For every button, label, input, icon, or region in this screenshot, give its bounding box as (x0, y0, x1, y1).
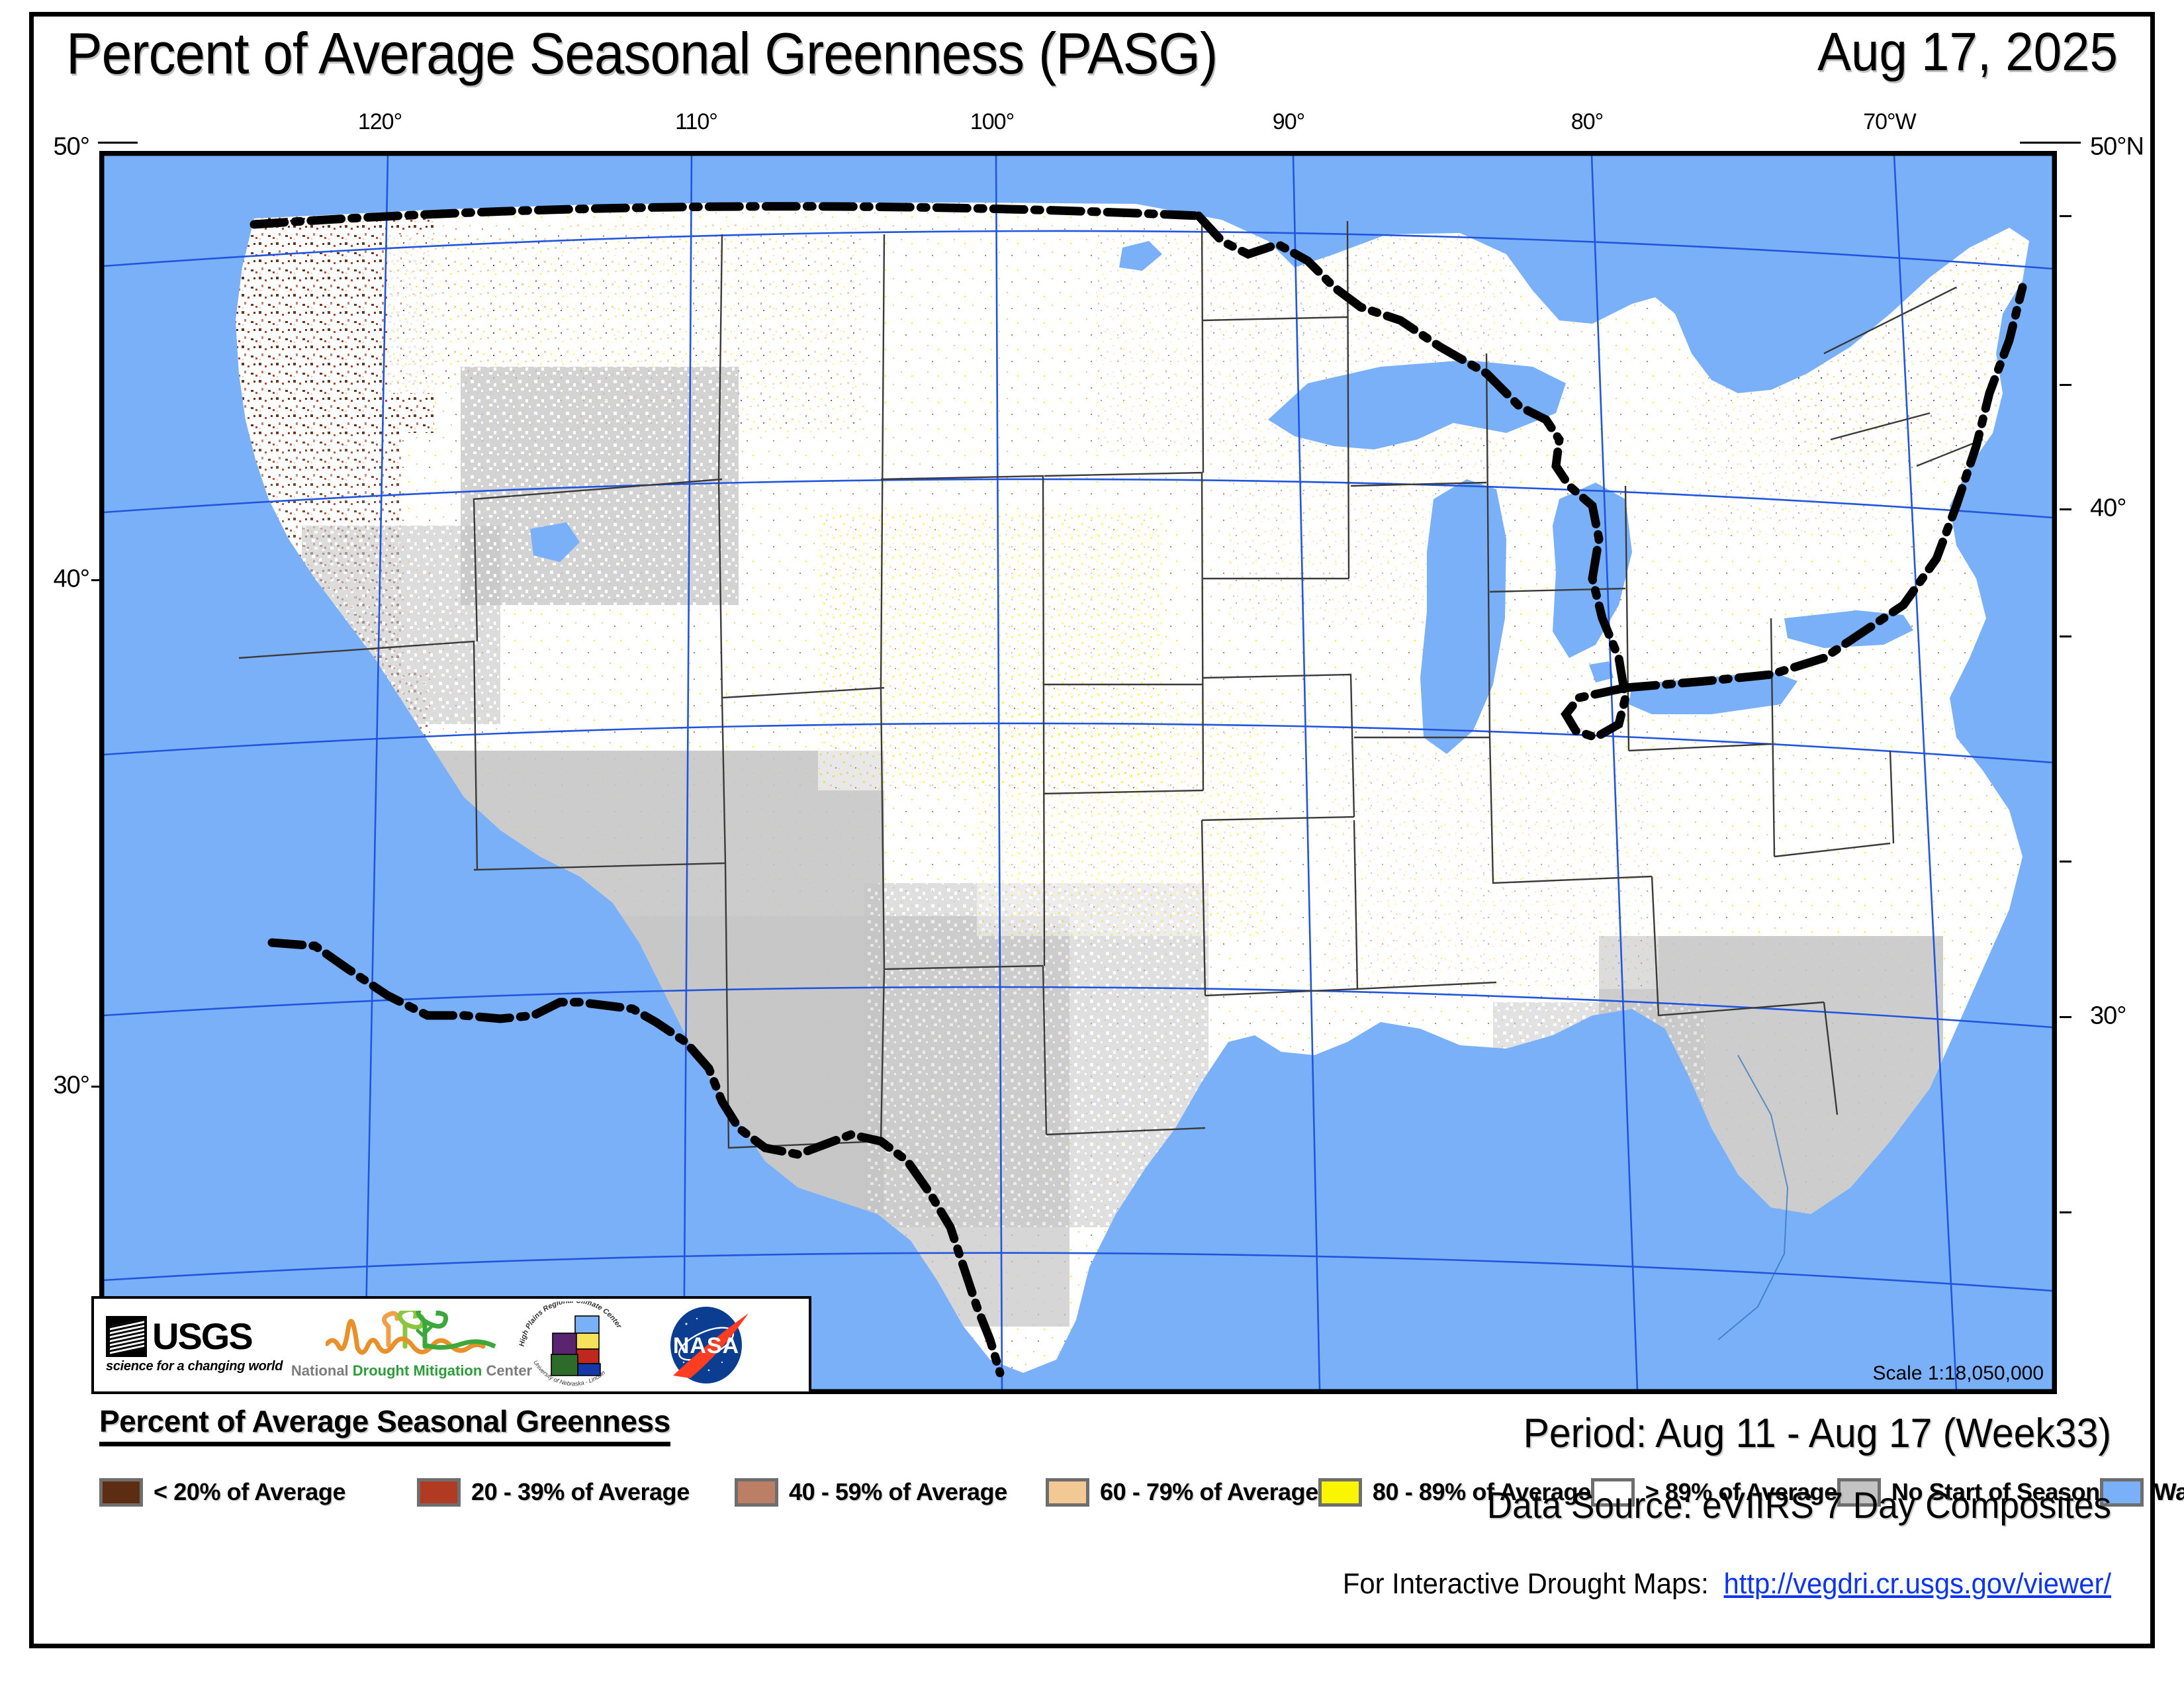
lat-tick-right-b (2060, 384, 2071, 386)
lat-tick-40-left (91, 579, 103, 581)
legend-swatch-40-59 (735, 1477, 778, 1507)
ndmc-word-center: Center (486, 1362, 533, 1379)
lat-tick-right-c (2060, 635, 2071, 637)
lon-label-70W: 70°W (1863, 109, 1917, 134)
hprcc-nebraska-icon: High Plains Regional Climate Center Univ… (518, 1301, 623, 1387)
lat-tick-30-right (2060, 1016, 2071, 1018)
hprcc-logo: High Plains Regional Climate Center Univ… (511, 1299, 637, 1391)
legend-swatch-80-89 (1318, 1477, 1362, 1507)
legend-swatch-no-start (1837, 1477, 1881, 1507)
legend-label-water: Water (2154, 1478, 2184, 1505)
lat-leader-50-left (98, 142, 138, 144)
title-row: Percent of Average Seasonal Greenness (P… (66, 20, 2118, 113)
ndmc-trees-icon (326, 1311, 496, 1355)
map-date: Aug 17, 2025 (1817, 22, 2118, 82)
legend-label-20-39: 20 - 39% of Average (471, 1478, 690, 1505)
lat-tick-right-d (2060, 861, 2071, 863)
lat-tick-right-a (2060, 215, 2071, 217)
lat-label-right-30: 30° (2090, 1002, 2126, 1030)
legend-label-gt89: > 89% of Average (1645, 1478, 1837, 1505)
nasa-logo: NASA (637, 1299, 776, 1391)
lat-label-left-40: 40° (53, 565, 90, 593)
legend-swatch-lt20 (99, 1477, 143, 1507)
legend-label-lt20: < 20% of Average (154, 1478, 346, 1505)
legend-item-20-39[interactable]: 20 - 39% of Average (417, 1472, 735, 1513)
legend-label-60-79: 60 - 79% of Average (1100, 1478, 1318, 1505)
legend-label-80-89: 80 - 89% of Average (1372, 1478, 1591, 1505)
coastline (1717, 1055, 1789, 1340)
legend-item-gt89[interactable]: > 89% of Average (1590, 1472, 1837, 1513)
ndmc-wordmark: National Drought Mitigation Center (291, 1362, 532, 1380)
lon-label-100: 100° (970, 109, 1015, 134)
nasa-wordmark-text: NASA (673, 1333, 739, 1358)
legend-title: Percent of Average Seasonal Greenness (99, 1403, 670, 1446)
legend-item-lt20[interactable]: < 20% of Average (99, 1472, 417, 1513)
legend-item-no-start[interactable]: No Start of Season (1837, 1472, 2100, 1513)
usgs-wordmark: USGS (152, 1315, 253, 1358)
usgs-wave-icon (106, 1316, 147, 1357)
legend-item-80-89[interactable]: 80 - 89% of Average (1318, 1472, 1591, 1513)
lat-tick-right-e (2060, 1211, 2071, 1213)
lon-label-90: 90° (1272, 109, 1305, 134)
state-boundaries (238, 220, 1983, 1149)
legend-swatch-20-39 (417, 1477, 461, 1507)
ndmc-logo: National Drought Mitigation Center (291, 1299, 532, 1391)
lat-leader-50-right (2020, 142, 2081, 144)
legend-item-water[interactable]: Water (2099, 1472, 2184, 1513)
lat-label-right-50N: 50°N (2090, 132, 2144, 161)
interactive-maps-line: For Interactive Drought Maps: http://vegd… (1130, 1568, 2111, 1601)
legend-item-60-79[interactable]: 60 - 79% of Average (1046, 1472, 1318, 1513)
legend-swatch-water (2099, 1477, 2144, 1507)
logo-strip: USGS science for a changing world Nation… (91, 1296, 811, 1394)
vegdri-viewer-link[interactable]: http://vegdri.cr.usgs.gov/viewer/ (1723, 1568, 2111, 1600)
map-scale-text: Scale 1:18,050,000 (1872, 1362, 2044, 1384)
page-title: Percent of Average Seasonal Greenness (P… (66, 21, 1218, 86)
period-text: Period: Aug 11 - Aug 17 (Week33) (1523, 1411, 2111, 1456)
lat-tick-40-right (2060, 508, 2071, 510)
interactive-maps-label: For Interactive Drought Maps: (1342, 1568, 1709, 1600)
info-block: Period: Aug 11 - Aug 17 (Week33) Data So… (1079, 1410, 2111, 1601)
usgs-logo: USGS science for a changing world (94, 1299, 312, 1391)
usgs-tagline: science for a changing world (106, 1359, 283, 1374)
map-canvas[interactable]: Scale 1:18,050,000 (99, 151, 2057, 1394)
great-lakes (394, 241, 1913, 890)
lat-tick-30-left (91, 1086, 103, 1088)
nasa-meatball-icon: NASA (670, 1307, 749, 1383)
legend-item-40-59[interactable]: 40 - 59% of Average (735, 1472, 1046, 1513)
lat-label-right-40: 40° (2090, 494, 2126, 522)
ndmc-word-drought: Drought Mitigation (352, 1362, 482, 1379)
legend-items: < 20% of Average 20 - 39% of Average 40 … (99, 1472, 2184, 1513)
lon-label-120: 120° (357, 109, 402, 134)
lon-label-80: 80° (1570, 109, 1604, 134)
lon-label-110: 110° (675, 109, 718, 134)
ndmc-word-national: National (291, 1362, 349, 1379)
lat-label-left-50: 50° (53, 132, 90, 161)
gulf-of-california (269, 949, 447, 1386)
national-border (250, 202, 2027, 1378)
legend-label-40-59: 40 - 59% of Average (789, 1478, 1007, 1505)
data-source-text: Data Source: eVIIRS 7 Day Composites (1486, 1484, 2111, 1526)
map-graphic (103, 155, 2053, 1390)
legend-swatch-60-79 (1046, 1477, 1089, 1507)
legend-label-no-start: No Start of Season (1891, 1478, 2100, 1505)
legend-swatch-gt89 (1590, 1477, 1635, 1507)
legend: Percent of Average Seasonal Greenness < … (99, 1403, 2184, 1513)
lat-label-left-30: 30° (53, 1071, 90, 1100)
